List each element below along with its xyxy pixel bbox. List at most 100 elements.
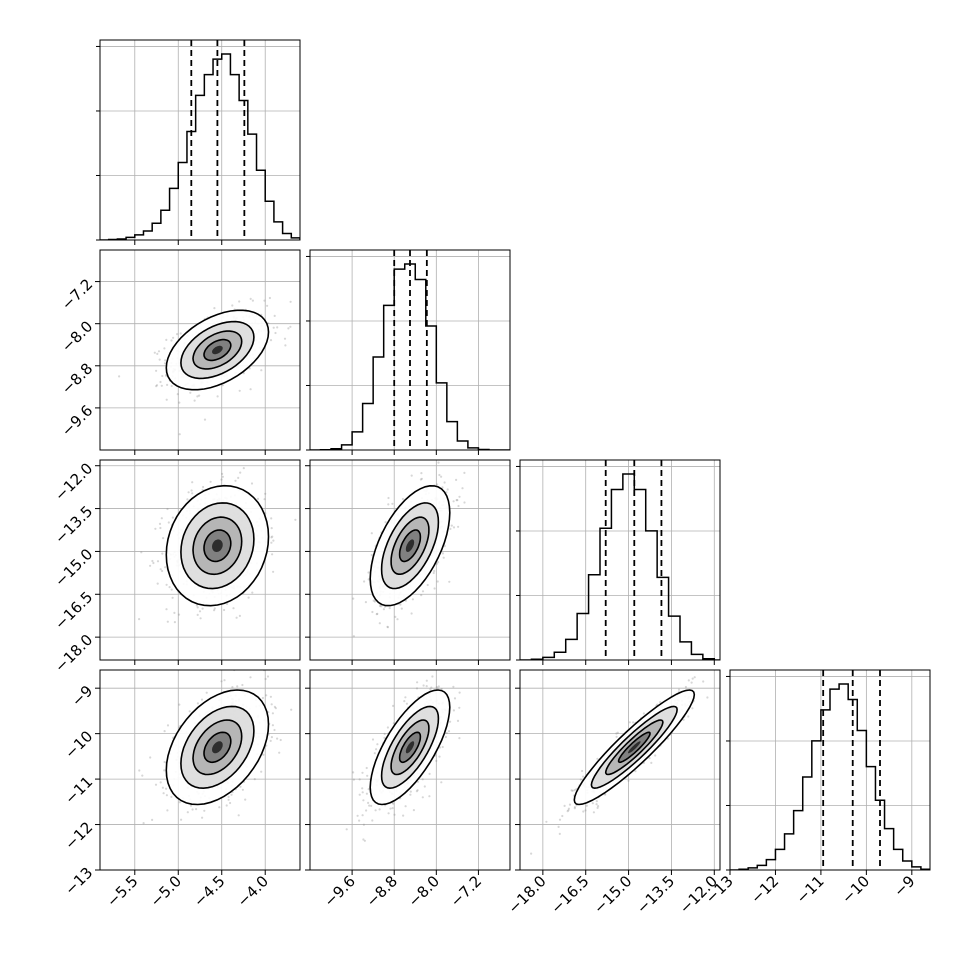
- sample-point: [290, 708, 293, 711]
- sample-point: [429, 688, 432, 691]
- contour-line: [390, 719, 430, 776]
- sample-point: [375, 613, 378, 616]
- sample-point: [170, 339, 173, 342]
- sample-point: [156, 582, 159, 585]
- sample-point: [161, 786, 164, 789]
- sample-point: [237, 476, 240, 479]
- x-tick-label: −4.5: [190, 872, 228, 910]
- sample-point: [161, 552, 164, 555]
- sample-point: [256, 497, 260, 500]
- sample-point: [227, 798, 230, 801]
- sample-point: [230, 793, 233, 796]
- sample-point: [178, 703, 181, 706]
- sample-point: [365, 792, 368, 795]
- sample-point: [225, 804, 228, 807]
- sample-point: [373, 752, 376, 755]
- y-tick-label: −10: [61, 727, 96, 762]
- sample-point: [691, 677, 694, 680]
- y-tick-label: −18.0: [51, 631, 96, 676]
- sample-point: [404, 805, 407, 808]
- sample-point: [648, 757, 651, 760]
- sample-point: [271, 712, 274, 715]
- sample-point: [220, 478, 223, 481]
- sample-point: [440, 781, 443, 784]
- sample-point: [410, 612, 413, 615]
- x-tick-label: −4.0: [234, 872, 272, 910]
- sample-point: [365, 809, 368, 812]
- sample-point: [438, 746, 442, 749]
- y-tick-label: −13.5: [51, 502, 96, 547]
- sample-point: [557, 825, 560, 829]
- sample-point: [269, 739, 272, 743]
- sample-point: [706, 696, 709, 699]
- sample-point: [189, 804, 193, 807]
- contour-line: [203, 338, 232, 362]
- sample-point: [693, 676, 696, 679]
- sample-point: [268, 296, 271, 300]
- sample-point: [690, 681, 693, 684]
- sample-point: [205, 691, 208, 694]
- sample-point: [180, 818, 183, 821]
- x-tick-label: −18.0: [504, 872, 549, 917]
- sample-point: [659, 701, 662, 704]
- sample-point: [163, 347, 166, 350]
- sample-point: [437, 461, 440, 464]
- sample-point: [364, 601, 367, 604]
- contour-line: [604, 719, 664, 776]
- sample-point: [118, 375, 121, 378]
- sample-point: [379, 605, 382, 608]
- contour-line: [165, 309, 270, 391]
- sample-point: [387, 812, 390, 815]
- panel-frame: [309, 669, 511, 871]
- sample-point: [284, 344, 287, 347]
- sample-point: [156, 560, 160, 563]
- sample-point: [568, 803, 572, 806]
- sample-point: [163, 362, 167, 365]
- sample-point: [271, 535, 274, 538]
- sample-point: [570, 789, 573, 792]
- sample-point: [582, 775, 585, 778]
- panel-content: [100, 460, 300, 660]
- sample-point: [162, 792, 165, 795]
- contour-line: [165, 484, 270, 607]
- sample-point: [189, 391, 192, 394]
- sample-point: [164, 359, 167, 362]
- sample-point: [238, 389, 241, 392]
- sample-point: [166, 809, 169, 812]
- panel-content: [100, 250, 300, 450]
- sample-point: [440, 475, 443, 478]
- sample-point: [433, 587, 436, 590]
- sample-point: [163, 760, 166, 764]
- sample-point: [213, 307, 216, 310]
- sample-point: [270, 517, 273, 520]
- sample-point: [367, 801, 370, 805]
- sample-point: [457, 525, 460, 528]
- sample-point: [241, 683, 244, 687]
- sample-point: [632, 721, 635, 724]
- sample-point: [158, 358, 161, 361]
- density-fill: [212, 539, 223, 552]
- contour-line: [165, 689, 270, 806]
- sample-point: [165, 338, 168, 341]
- sample-point: [231, 686, 234, 689]
- histogram-step: [730, 683, 930, 870]
- sample-point: [155, 385, 158, 388]
- sample-point: [196, 613, 199, 617]
- sample-point: [366, 774, 369, 777]
- sample-point: [436, 687, 439, 690]
- density-fill: [212, 345, 223, 355]
- sample-point: [216, 395, 219, 398]
- sample-point: [416, 789, 419, 792]
- sample-point: [226, 602, 229, 606]
- sample-point: [567, 809, 570, 812]
- x-tick-label: −5.0: [147, 872, 185, 910]
- sample-point: [251, 299, 254, 302]
- sample-point: [220, 680, 223, 683]
- contour-line: [203, 529, 232, 563]
- sample-point: [154, 527, 157, 530]
- sample-point: [567, 807, 571, 810]
- sample-point: [213, 609, 216, 612]
- sample-point: [558, 818, 562, 821]
- sample-point: [345, 828, 348, 831]
- sample-point: [361, 814, 364, 817]
